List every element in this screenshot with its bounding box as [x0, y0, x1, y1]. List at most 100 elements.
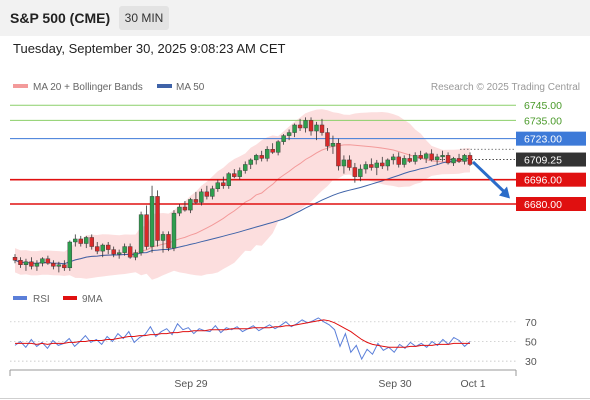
- candle[interactable]: [73, 238, 78, 243]
- candle[interactable]: [12, 257, 18, 261]
- candle[interactable]: [369, 164, 374, 168]
- candle[interactable]: [440, 155, 445, 158]
- candle[interactable]: [429, 153, 434, 161]
- legend-swatch-9ma: [63, 296, 77, 300]
- candle[interactable]: [122, 246, 127, 253]
- candle[interactable]: [308, 120, 314, 132]
- candle[interactable]: [204, 191, 210, 197]
- candle[interactable]: [23, 261, 29, 266]
- candle[interactable]: [380, 162, 385, 167]
- candle[interactable]: [149, 196, 155, 247]
- candle[interactable]: [451, 158, 456, 164]
- last-price-label: 6709.25: [524, 155, 562, 167]
- candle[interactable]: [286, 132, 292, 136]
- candle[interactable]: [445, 155, 451, 164]
- candle[interactable]: [341, 159, 347, 167]
- candle[interactable]: [182, 206, 188, 211]
- candle[interactable]: [248, 159, 253, 165]
- candle[interactable]: [303, 120, 308, 129]
- level-tag-6696.00: [516, 172, 586, 187]
- candle[interactable]: [423, 153, 429, 159]
- candle[interactable]: [133, 252, 138, 258]
- last-price-tag: [516, 152, 586, 167]
- candle[interactable]: [188, 199, 193, 211]
- candle[interactable]: [391, 156, 396, 161]
- candle[interactable]: [292, 124, 297, 133]
- candle[interactable]: [232, 173, 237, 177]
- candle[interactable]: [434, 156, 440, 161]
- candle[interactable]: [111, 249, 116, 255]
- candle[interactable]: [95, 246, 100, 252]
- candle[interactable]: [456, 158, 462, 162]
- candle[interactable]: [100, 244, 105, 252]
- candle[interactable]: [160, 234, 166, 241]
- candle[interactable]: [385, 159, 390, 167]
- candle[interactable]: [40, 258, 45, 264]
- candle[interactable]: [51, 263, 56, 267]
- candle[interactable]: [18, 260, 23, 265]
- candle[interactable]: [314, 124, 319, 132]
- candle[interactable]: [62, 264, 67, 269]
- level-label-6735.00: 6735.00: [524, 115, 562, 127]
- candle[interactable]: [221, 182, 226, 186]
- candle[interactable]: [243, 164, 248, 171]
- candle[interactable]: [254, 155, 259, 161]
- candle[interactable]: [418, 155, 423, 159]
- candle[interactable]: [259, 155, 264, 159]
- header-bar: S&P 500 (CME) 30 MIN: [0, 0, 590, 36]
- legend-swatch-ma20: [13, 84, 28, 88]
- candle[interactable]: [325, 132, 330, 147]
- candle[interactable]: [155, 196, 160, 241]
- candle[interactable]: [127, 246, 133, 258]
- candle[interactable]: [144, 214, 149, 247]
- level-label-6696.00: 6696.00: [524, 175, 562, 187]
- candle[interactable]: [29, 261, 34, 267]
- level-label-6723.00: 6723.00: [524, 134, 562, 146]
- candle[interactable]: [237, 170, 242, 177]
- candle[interactable]: [336, 142, 341, 167]
- candle[interactable]: [210, 188, 215, 197]
- x-tick-label: Sep 29: [174, 378, 207, 390]
- candle[interactable]: [56, 264, 62, 267]
- candle[interactable]: [34, 263, 40, 267]
- candle[interactable]: [352, 167, 358, 177]
- candle[interactable]: [270, 149, 275, 153]
- candle[interactable]: [319, 124, 325, 133]
- bottom-divider: [0, 398, 590, 399]
- candle[interactable]: [297, 124, 303, 129]
- candle[interactable]: [363, 164, 369, 170]
- candle[interactable]: [116, 252, 122, 255]
- candle[interactable]: [193, 199, 199, 203]
- candle[interactable]: [78, 238, 83, 244]
- candle[interactable]: [347, 159, 352, 168]
- candle[interactable]: [215, 182, 221, 190]
- candle[interactable]: [177, 206, 182, 214]
- legend-label-rsi: RSI: [33, 294, 50, 305]
- rsi-tick-50: 50: [525, 336, 537, 348]
- candle[interactable]: [374, 162, 380, 168]
- candle[interactable]: [358, 168, 363, 177]
- timeframe-button[interactable]: 30 MIN: [119, 6, 169, 30]
- candle[interactable]: [264, 149, 270, 159]
- candle[interactable]: [412, 155, 418, 162]
- candle[interactable]: [467, 155, 473, 165]
- candle[interactable]: [199, 191, 204, 203]
- candle[interactable]: [281, 135, 286, 142]
- legend-swatch-rsi: [13, 296, 27, 300]
- candle[interactable]: [84, 237, 89, 244]
- candle[interactable]: [402, 158, 407, 165]
- candle[interactable]: [138, 214, 144, 253]
- candle[interactable]: [226, 173, 231, 186]
- candle[interactable]: [89, 237, 94, 247]
- candle[interactable]: [396, 156, 401, 165]
- candle[interactable]: [275, 141, 281, 153]
- candle[interactable]: [67, 241, 73, 269]
- candle[interactable]: [330, 142, 336, 147]
- candle[interactable]: [105, 244, 111, 250]
- candle[interactable]: [407, 158, 412, 162]
- candle[interactable]: [462, 155, 467, 162]
- candle[interactable]: [45, 258, 51, 264]
- candle[interactable]: [166, 234, 171, 249]
- candle[interactable]: [171, 212, 177, 249]
